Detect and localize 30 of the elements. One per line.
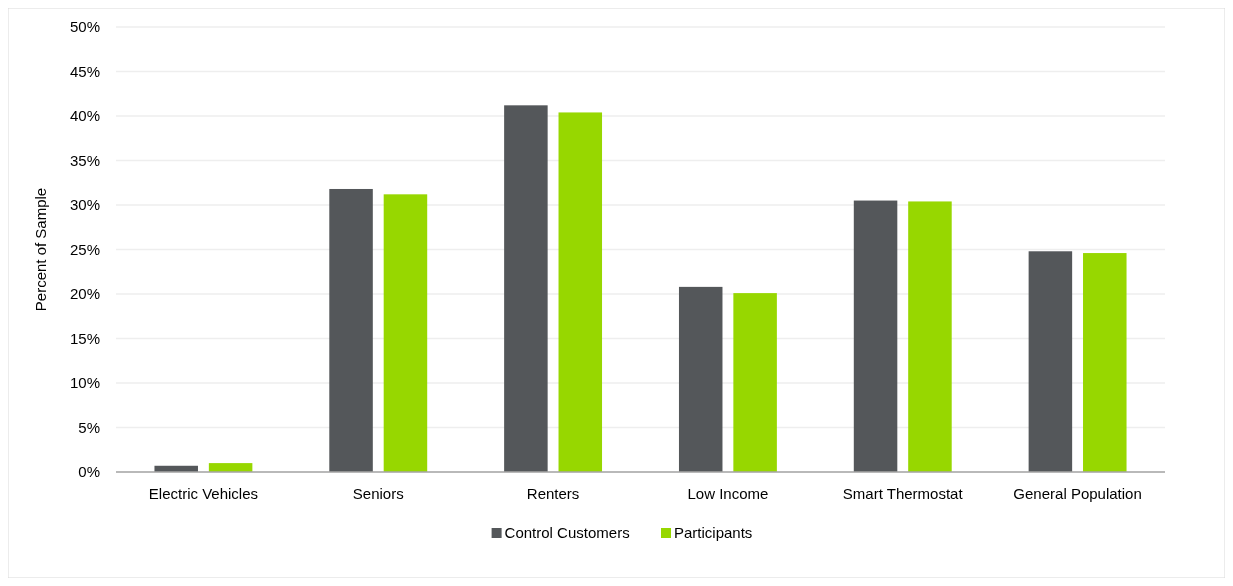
- legend-label: Participants: [674, 524, 753, 541]
- y-tick-label: 20%: [69, 285, 100, 303]
- y-tick-label: 40%: [69, 107, 100, 125]
- y-tick-label: 5%: [78, 418, 100, 436]
- x-tick-label: Seniors: [352, 485, 404, 502]
- y-tick-label: 30%: [69, 196, 100, 214]
- legend-label: Control Customers: [504, 524, 630, 541]
- y-tick-label: 10%: [69, 374, 100, 392]
- bar: [558, 112, 603, 472]
- bar: [1083, 253, 1127, 472]
- bar: [329, 188, 373, 472]
- y-tick-label: 45%: [69, 62, 100, 80]
- bar: [733, 293, 777, 472]
- bar: [1028, 251, 1073, 472]
- y-tick-label: 15%: [69, 329, 100, 347]
- bar: [383, 194, 428, 472]
- bar: [908, 201, 952, 472]
- x-tick-label: General Population: [1013, 485, 1142, 502]
- bar: [853, 200, 898, 472]
- x-tick-label: Renters: [526, 485, 580, 502]
- x-tick-label: Low Income: [687, 485, 769, 502]
- x-tick-label: Electric Vehicles: [148, 485, 259, 502]
- y-tick-label: 50%: [69, 18, 100, 36]
- y-tick-label: 35%: [69, 151, 100, 169]
- y-axis-title: Percent of Sample: [32, 187, 49, 312]
- bar: [504, 105, 548, 472]
- bar: [678, 286, 723, 472]
- x-tick-label: Smart Thermostat: [842, 485, 964, 502]
- y-tick-label: 25%: [69, 240, 100, 258]
- y-tick-label: 0%: [78, 463, 100, 481]
